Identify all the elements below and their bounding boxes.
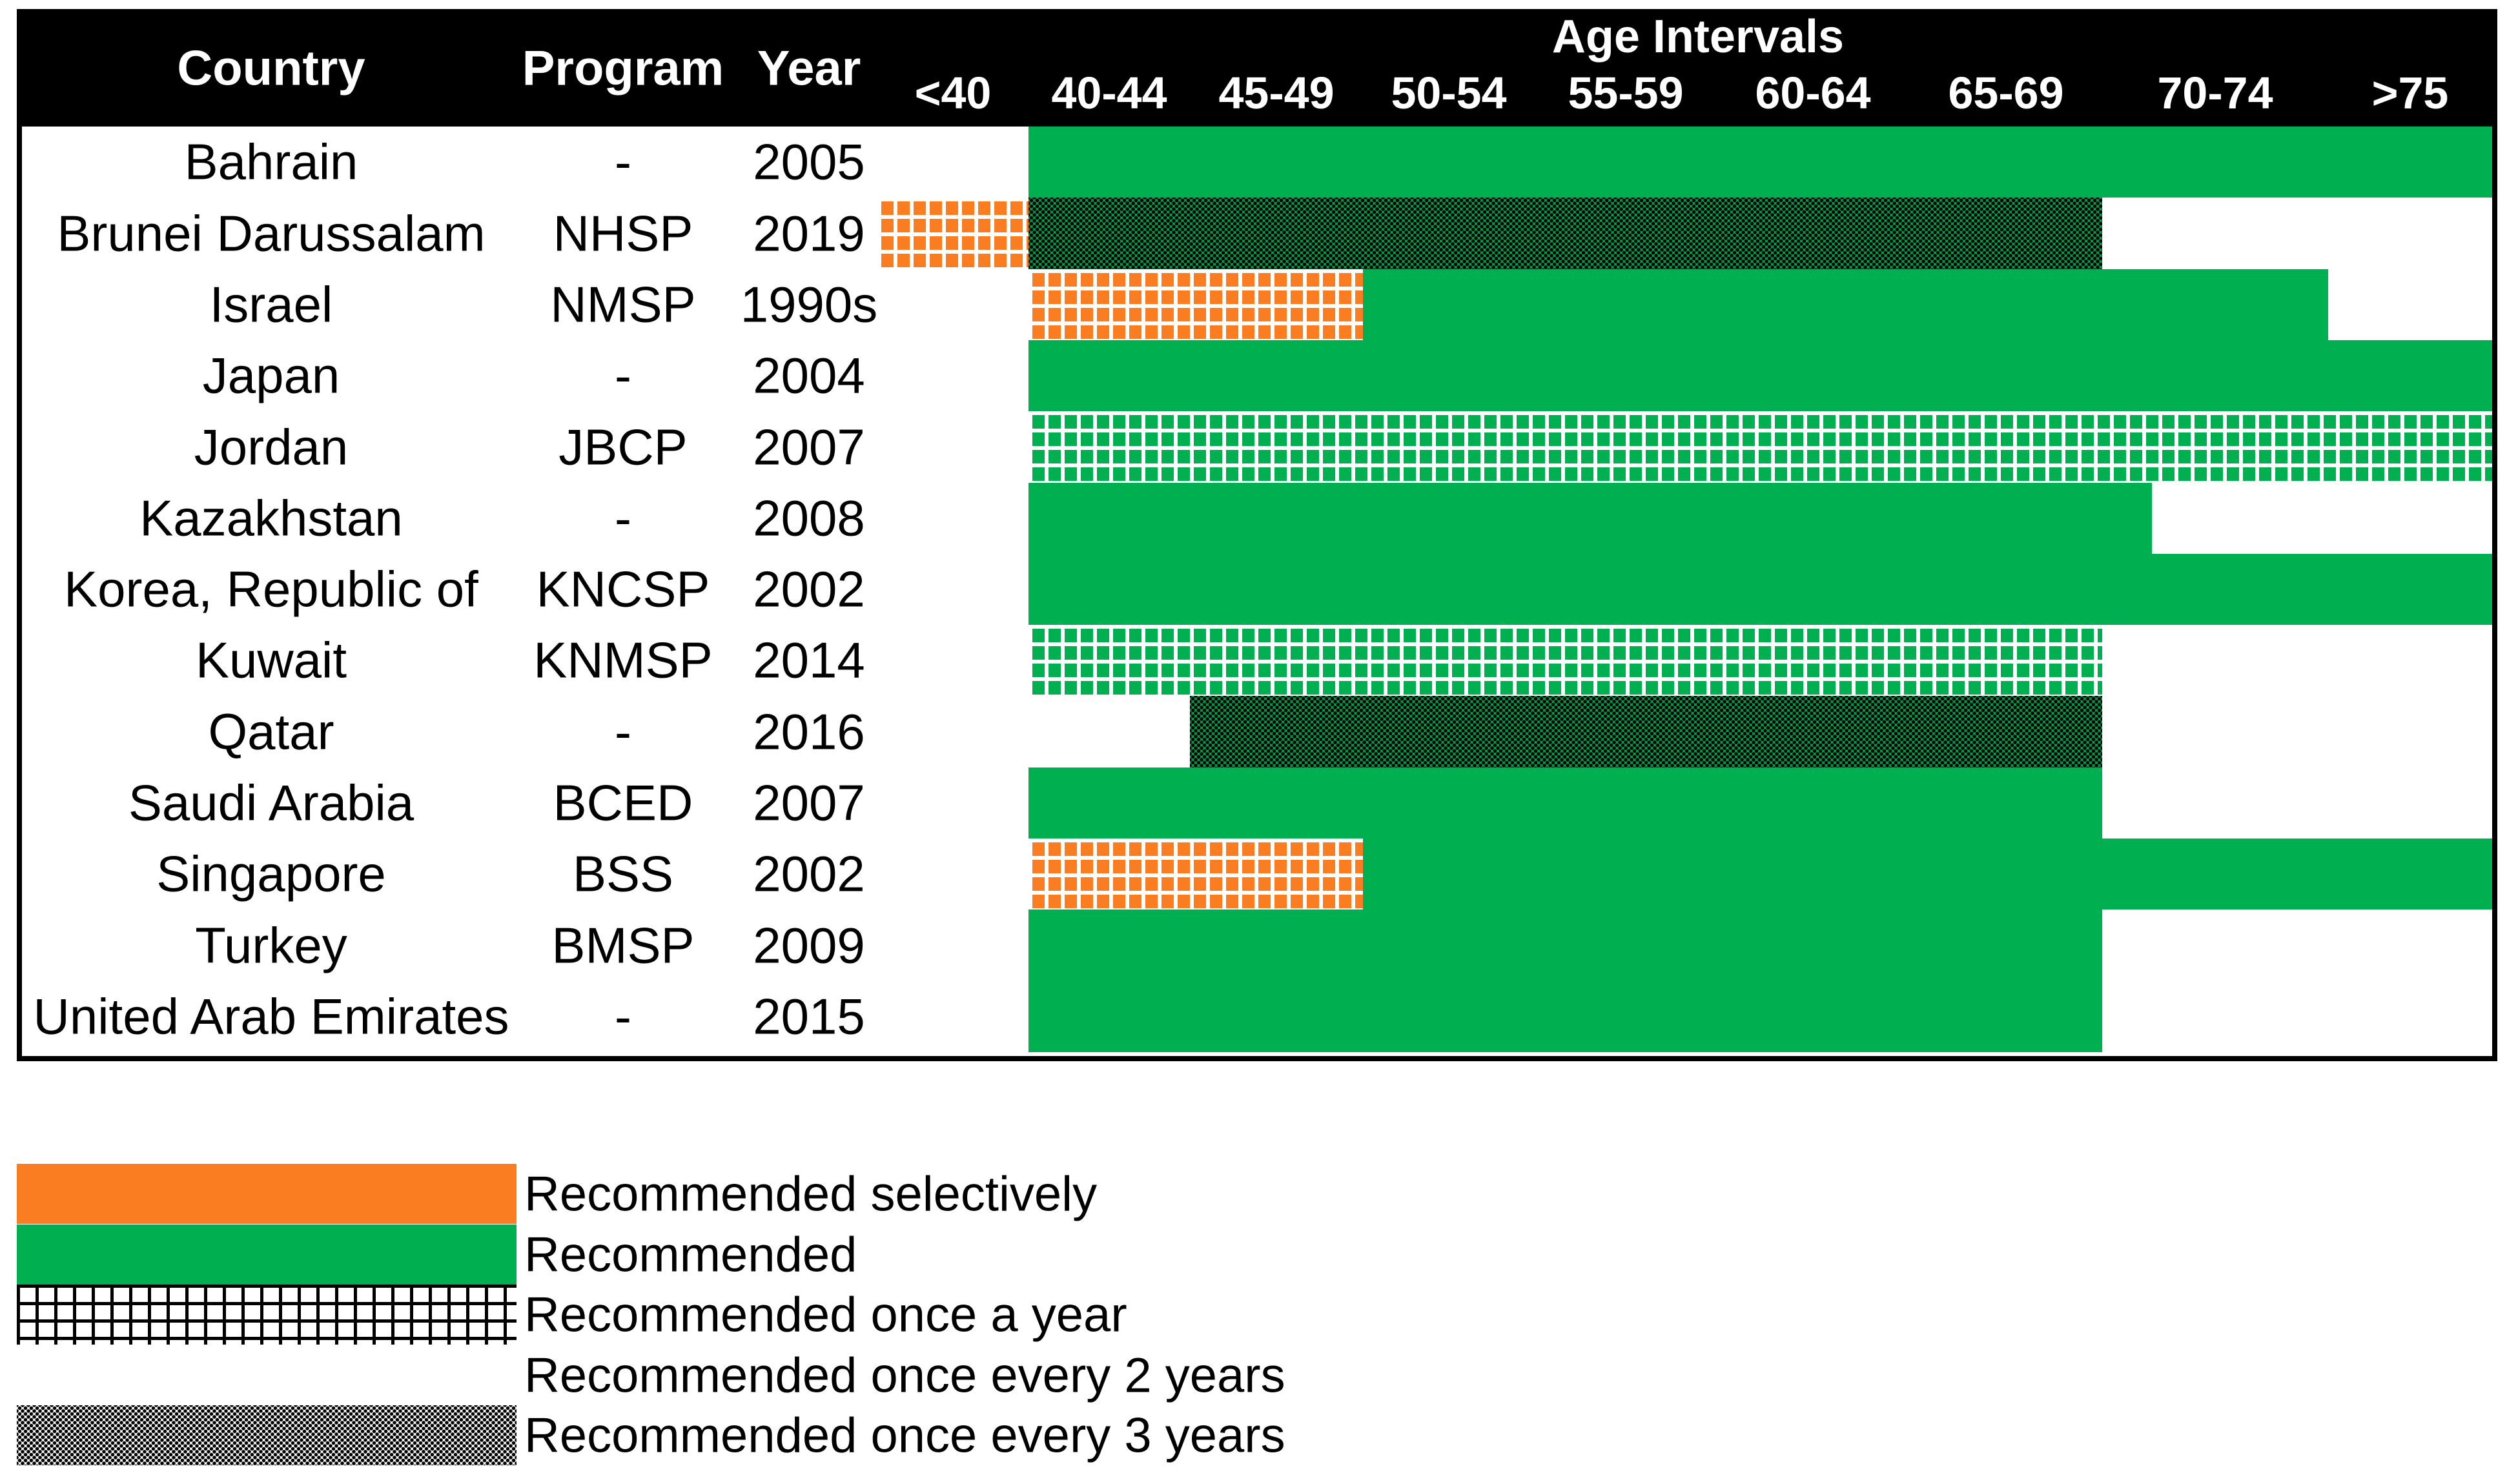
age-col-label: 45-49: [1218, 68, 1335, 118]
country-cell: Turkey: [195, 917, 347, 973]
legend-swatch-orange: [17, 1164, 517, 1224]
legend-label: Recommended once every 3 years: [524, 1408, 1285, 1463]
age-col-label: 55-59: [1568, 68, 1684, 118]
program-cell: BMSP: [551, 917, 695, 973]
country-cell: Saudi Arabia: [128, 774, 414, 831]
age-bar-green-solid: [1028, 340, 2492, 411]
year-cell: 2008: [753, 489, 865, 547]
program-cell: -: [615, 988, 631, 1045]
age-col-label: 50-54: [1391, 68, 1507, 118]
age-col-label: >75: [2371, 68, 2449, 118]
program-cell: -: [615, 133, 631, 190]
age-bar-orange-grid: [1028, 839, 1363, 910]
age-bar-green-solid: [1028, 127, 2492, 198]
age-bar-green-solid: [1028, 554, 2492, 625]
age-bar-dark-dots: [1028, 198, 2102, 269]
age-bar-green-solid: [1363, 839, 2492, 910]
year-cell: 2014: [753, 631, 865, 689]
age-col-label: 70-74: [2157, 68, 2273, 118]
country-cell: Japan: [202, 347, 340, 404]
age-bar-green-solid: [1028, 910, 2102, 981]
program-cell: NHSP: [553, 205, 693, 261]
program-cell: -: [615, 489, 631, 547]
country-cell: Singapore: [156, 845, 386, 902]
program-cell: -: [615, 703, 631, 760]
legend-label: Recommended selectively: [524, 1166, 1098, 1221]
program-cell: BSS: [572, 845, 674, 902]
age-bar-green-solid: [1028, 981, 2102, 1052]
year-cell: 2016: [753, 703, 865, 760]
col-header-year: Year: [757, 41, 861, 96]
table-header-band: [22, 14, 2492, 127]
year-cell: 2015: [753, 988, 865, 1045]
country-cell: Korea, Republic of: [64, 560, 478, 618]
year-cell: 2019: [753, 205, 865, 261]
country-cell: Kuwait: [195, 631, 347, 689]
country-cell: Brunei Darussalam: [57, 205, 486, 261]
year-cell: 2007: [753, 774, 865, 831]
country-cell: Kazakhstan: [139, 489, 403, 547]
country-cell: Israel: [209, 276, 333, 333]
legend-swatch-dots: [17, 1405, 517, 1465]
program-cell: BCED: [553, 774, 693, 831]
country-cell: Bahrain: [184, 133, 358, 190]
age-bar-green-grid: [1028, 411, 2492, 483]
year-cell: 2002: [753, 560, 865, 618]
col-header-country: Country: [177, 41, 365, 96]
legend-label: Recommended once a year: [524, 1287, 1127, 1342]
age-col-label: 65-69: [1948, 68, 2064, 118]
legend-label: Recommended once every 2 years: [524, 1348, 1285, 1403]
year-cell: 2009: [753, 917, 865, 973]
country-cell: Qatar: [208, 703, 334, 760]
legend-swatch-grid: [17, 1285, 517, 1345]
age-bar-orange-grid: [877, 198, 1028, 269]
program-cell: KNCSP: [536, 560, 710, 618]
country-cell: United Arab Emirates: [33, 988, 509, 1045]
age-bar-green-solid: [1363, 269, 2328, 340]
age-col-label: <40: [914, 68, 992, 118]
legend-label: Recommended: [524, 1227, 857, 1282]
year-cell: 2007: [753, 418, 865, 475]
age-col-label: 60-64: [1755, 68, 1871, 118]
legend-swatch-none: [17, 1345, 517, 1405]
year-cell: 2005: [753, 133, 865, 190]
age-bar-dark-dots: [1190, 696, 2102, 767]
year-cell: 2002: [753, 845, 865, 902]
country-cell: Jordan: [194, 418, 349, 475]
age-intervals-title: Age Intervals: [1551, 11, 1845, 63]
year-cell: 1990s: [740, 276, 878, 333]
age-bar-green-solid: [1028, 767, 2102, 839]
age-bar-green-solid: [1028, 483, 2152, 554]
program-cell: -: [615, 347, 631, 404]
age-bar-orange-grid: [1028, 269, 1363, 340]
legend-swatch-green: [17, 1225, 517, 1285]
program-cell: NMSP: [550, 276, 696, 333]
year-cell: 2004: [753, 347, 865, 404]
col-header-program: Program: [522, 41, 724, 96]
program-cell: KNMSP: [533, 631, 713, 689]
age-col-label: 40-44: [1051, 68, 1167, 118]
program-cell: JBCP: [558, 418, 688, 475]
age-bar-green-grid: [1028, 625, 2102, 696]
